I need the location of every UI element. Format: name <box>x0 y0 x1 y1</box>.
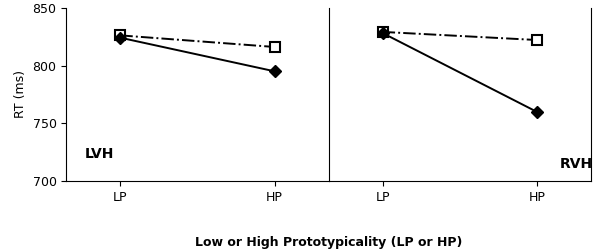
Text: RVH: RVH <box>560 157 593 171</box>
Y-axis label: RT (ms): RT (ms) <box>14 71 27 118</box>
Text: LVH: LVH <box>84 147 114 161</box>
Text: Low or High Prototypicality (LP or HP): Low or High Prototypicality (LP or HP) <box>195 236 463 249</box>
